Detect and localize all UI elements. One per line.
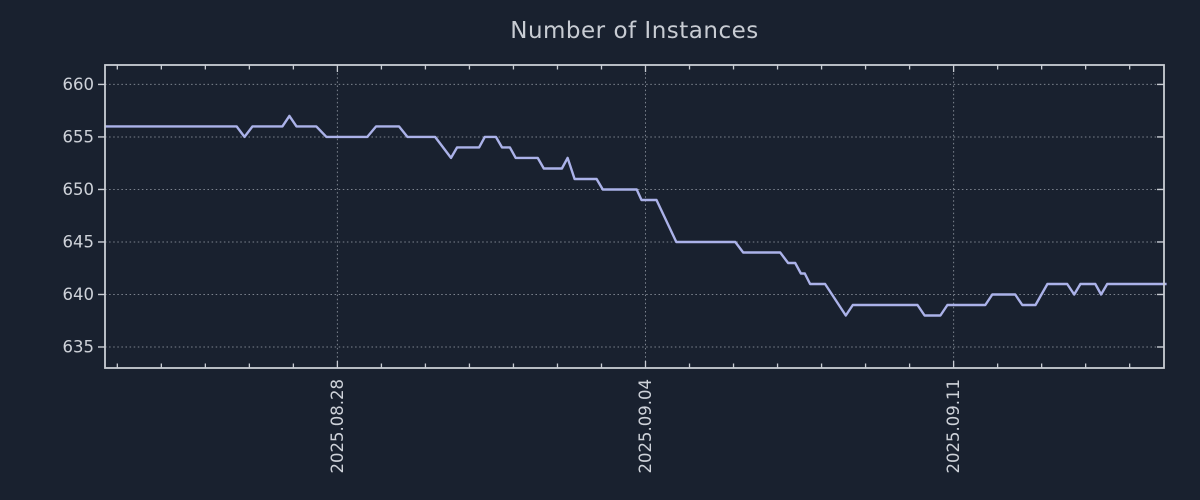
- plot-border: [104, 64, 1165, 369]
- y-tick-label: 660: [63, 75, 95, 94]
- x-tick-label: 2025.09.11: [944, 379, 963, 473]
- tick-label-layer: 635 640 645 650 655 660 2025.08.28 2025.09.04 20…: [63, 75, 964, 474]
- chart-title: Number of Instances: [510, 18, 759, 44]
- y-tick-label: 645: [63, 232, 95, 251]
- y-tick-label: 635: [63, 337, 95, 356]
- x-tick-label: 2025.09.04: [636, 379, 655, 473]
- grid-layer: [105, 65, 1164, 368]
- y-tick-label: 650: [63, 180, 95, 199]
- y-tick-label: 655: [63, 127, 95, 146]
- axes-layer: [98, 64, 1165, 369]
- series-line-instances: [105, 114, 1167, 317]
- y-tick-label: 640: [63, 285, 95, 304]
- x-tick-label: 2025.08.28: [328, 379, 347, 473]
- series-layer: [105, 114, 1167, 317]
